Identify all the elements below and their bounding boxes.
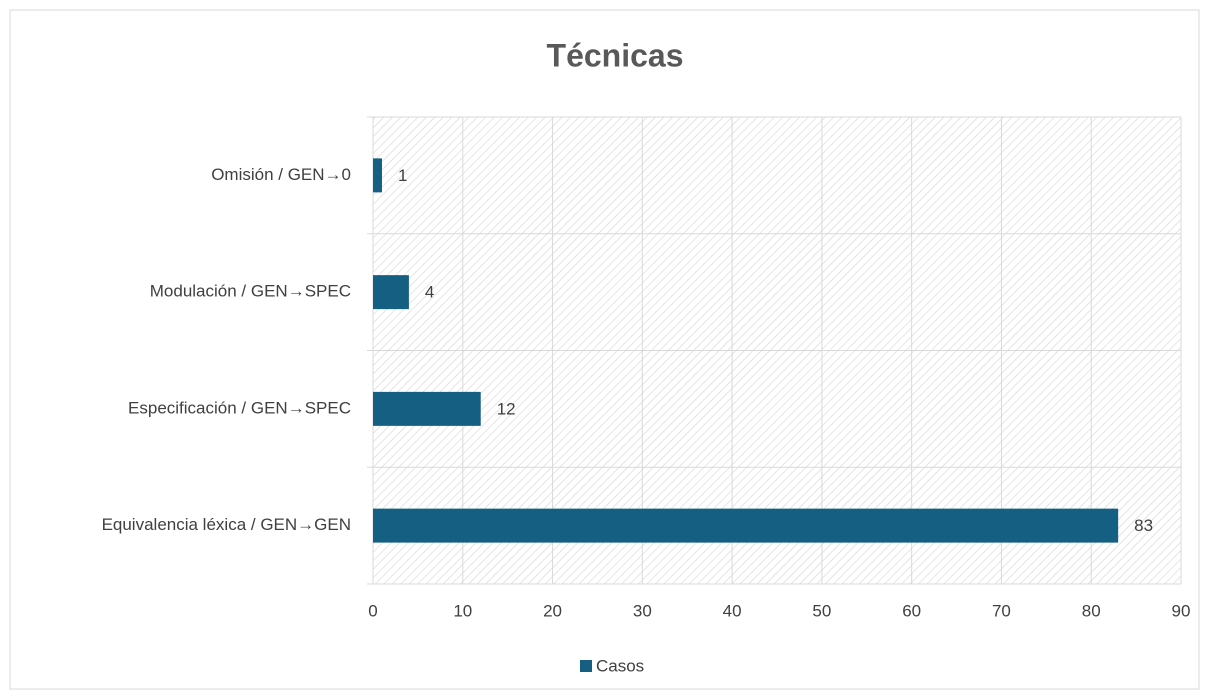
data-label: 12 <box>497 399 516 418</box>
chart-title: Técnicas <box>547 37 684 73</box>
legend-label: Casos <box>596 656 644 675</box>
y-tick-label: Especificación / GEN→SPEC <box>128 398 351 417</box>
bar <box>373 391 481 426</box>
y-tick-label: Omisión / GEN→0 <box>211 165 351 184</box>
y-tick-label: Equivalencia léxica / GEN→GEN <box>102 515 351 534</box>
legend-swatch <box>580 660 592 672</box>
x-tick-label: 20 <box>543 601 562 620</box>
x-tick-label: 80 <box>1082 601 1101 620</box>
bar <box>373 158 382 193</box>
x-tick-label: 50 <box>812 601 831 620</box>
x-tick-label: 30 <box>633 601 652 620</box>
x-tick-label: 10 <box>453 601 472 620</box>
x-tick-label: 60 <box>902 601 921 620</box>
x-tick-label: 0 <box>368 601 377 620</box>
x-tick-label: 90 <box>1172 601 1191 620</box>
data-label: 83 <box>1134 516 1153 535</box>
data-label: 1 <box>398 166 407 185</box>
y-tick-label: Modulación / GEN→SPEC <box>150 282 351 301</box>
bar <box>373 275 409 310</box>
bar <box>373 508 1119 543</box>
data-label: 4 <box>425 283 434 302</box>
x-tick-label: 40 <box>723 601 742 620</box>
x-tick-label: 70 <box>992 601 1011 620</box>
